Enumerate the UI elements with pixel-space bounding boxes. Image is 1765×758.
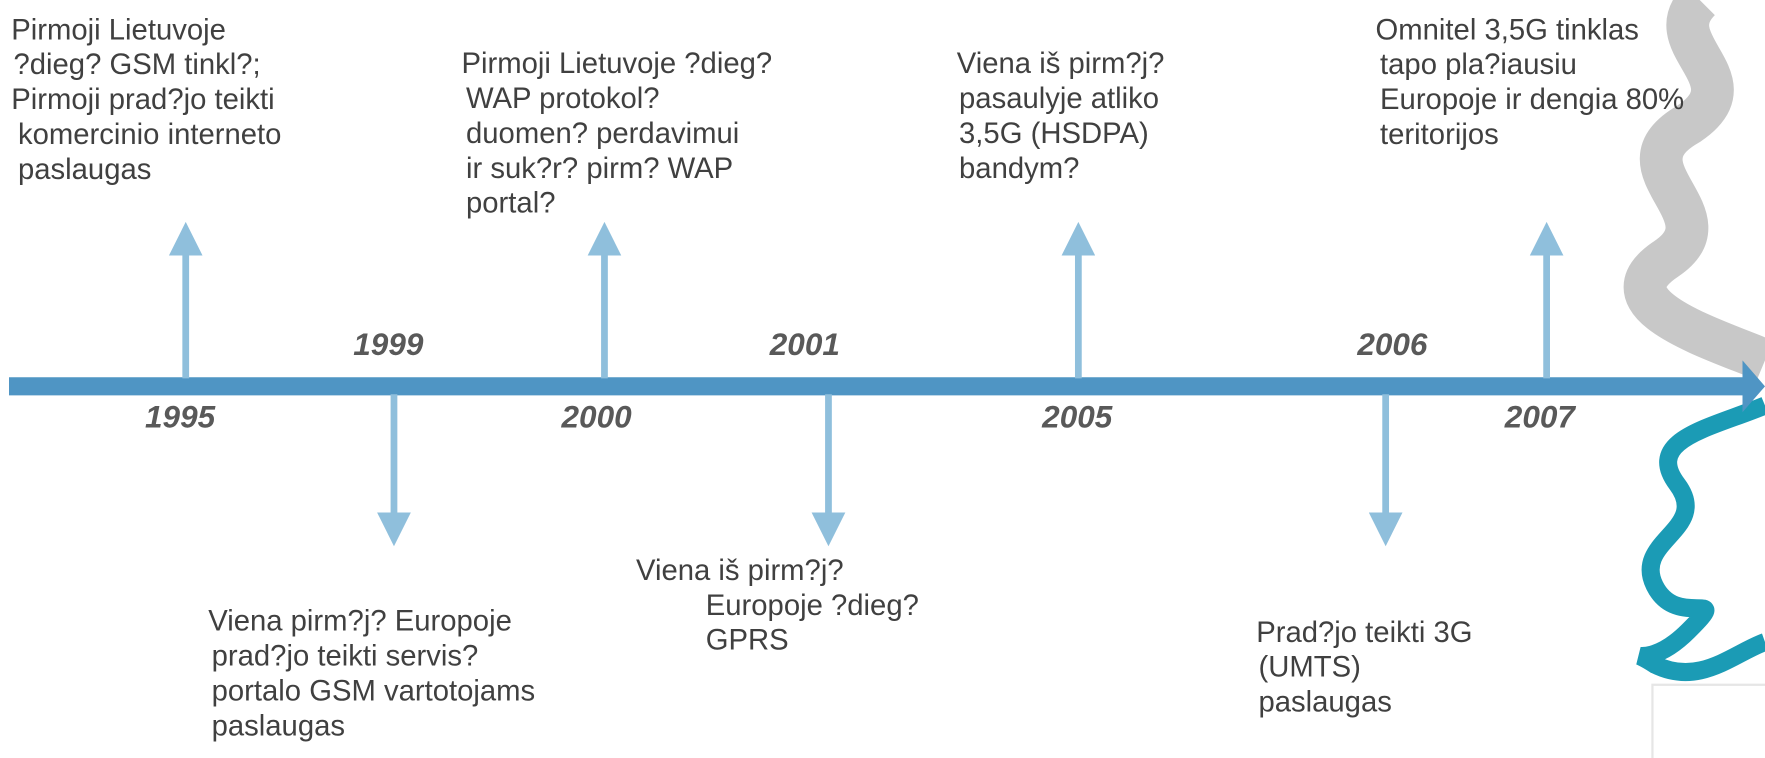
event-text-line: Europoje ir dengia 80% [1380, 84, 1684, 116]
year-label: 2001 [769, 326, 840, 362]
event-text-line: paslaugas [18, 154, 151, 186]
event-text-line: WAP protokol? [466, 83, 660, 115]
event-text-line: Prad?jo teikti 3G [1256, 617, 1472, 649]
year-label: 2006 [1356, 326, 1428, 362]
event-text-line: Viena pirm?j? Europoje [208, 606, 512, 638]
decor-swirl-teal [1638, 405, 1765, 672]
event-text-line: prad?jo teikti servis? [212, 640, 479, 672]
event-text-line: ir suk?r? pirm? WAP [466, 153, 733, 185]
year-label: 1999 [353, 326, 424, 362]
event-text-line: portal? [466, 188, 555, 220]
event-text-line: teritorijos [1380, 119, 1499, 151]
year-label: 2005 [1041, 398, 1113, 434]
event-text-line: Pirmoji prad?jo teikti [11, 84, 274, 116]
event-text-line: Pirmoji Lietuvoje [11, 14, 226, 46]
decor-swirl-gray [1645, 0, 1765, 360]
year-label: 1995 [145, 398, 216, 434]
event-text-line: portalo GSM vartotojams [212, 675, 536, 707]
event-text-line: paslaugas [212, 710, 345, 742]
event-text-line: tapo pla?iausiu [1380, 49, 1577, 81]
event-text-line: Pirmoji Lietuvoje ?dieg? [462, 48, 773, 80]
event-text-line: 3,5G (HSDPA) [959, 118, 1149, 150]
year-label: 2007 [1504, 398, 1577, 434]
event-text-line: bandym? [959, 153, 1079, 185]
event-text-line: Viena iš pirm?j? [957, 48, 1165, 80]
event-text-line: duomen? perdavimui [466, 118, 739, 150]
event-text-line: pasaulyje atliko [959, 83, 1159, 115]
event-text-line: (UMTS) [1258, 652, 1360, 684]
event-text-line: GPRS [706, 625, 789, 657]
timeline: 1995Pirmoji Lietuvoje?dieg? GSM tinkl?;P… [0, 0, 1765, 758]
decor-box [1652, 685, 1765, 758]
event-text-line: komercinio interneto [18, 119, 281, 151]
event-text-line: ?dieg? GSM tinkl?; [14, 49, 261, 81]
year-label: 2000 [561, 398, 633, 434]
event-text-line: paslaugas [1258, 687, 1391, 719]
page: 1995Pirmoji Lietuvoje?dieg? GSM tinkl?;P… [0, 0, 1765, 758]
event-text-line: Omnitel 3,5G tinklas [1376, 14, 1639, 46]
event-text-line: Viena iš pirm?j? [636, 555, 844, 587]
event-text-line: Europoje ?dieg? [706, 590, 919, 622]
